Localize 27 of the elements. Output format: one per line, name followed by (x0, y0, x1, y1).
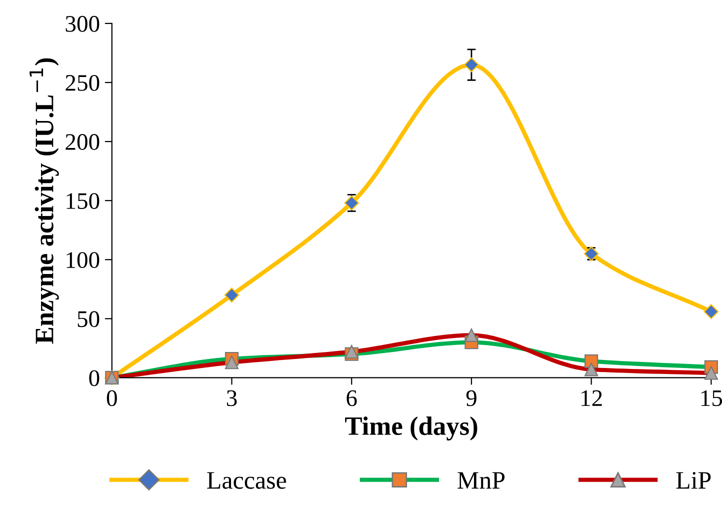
point (464, 57, 479, 72)
point (704, 304, 719, 320)
point (704, 366, 718, 380)
legend-label: LiP (676, 472, 711, 489)
point (344, 344, 358, 359)
legend-label: Laccase (207, 472, 286, 489)
x-tick-label: 12 (582, 390, 602, 406)
y-axis-title: Enzyme activity (IU.L$^{−1}$) (30, 58, 59, 344)
point (344, 196, 360, 210)
legend-label: MnP (458, 472, 505, 489)
y-tick-label: 300 (66, 16, 100, 32)
y-tick-label: 0 (89, 370, 100, 386)
y-tick-label: 200 (66, 134, 100, 150)
y-tick-label: 150 (66, 193, 100, 210)
point (224, 288, 240, 302)
x-tick-label: 9 (466, 390, 476, 406)
y-tick-label: 50 (78, 311, 100, 328)
x-tick-label: 15 (701, 390, 722, 406)
point (224, 356, 239, 370)
x-tick-label: 3 (226, 390, 237, 406)
x-tick-label: 6 (346, 390, 357, 406)
x-tick-label: 0 (106, 390, 117, 406)
y-tick-label: 250 (66, 74, 100, 91)
point (464, 328, 478, 342)
x-axis-title: Time (days) (345, 416, 478, 441)
y-tick-label: 100 (66, 252, 100, 268)
point (584, 362, 598, 376)
